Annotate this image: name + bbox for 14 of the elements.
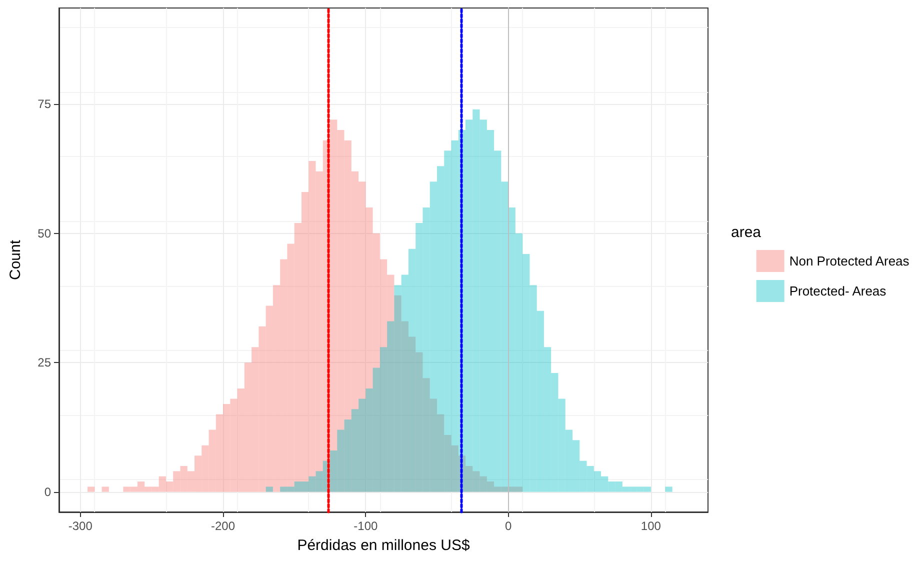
- x-tick-label: -200: [211, 519, 236, 533]
- legend-title: area: [731, 224, 762, 241]
- x-tick-label: -100: [354, 519, 378, 533]
- y-tick-label: 50: [38, 226, 52, 240]
- x-axis-title: Pérdidas en millones US$: [297, 537, 470, 554]
- x-tick-label: -300: [68, 519, 93, 533]
- x-tick-label: 0: [504, 519, 512, 533]
- legend-label: Non Protected Areas: [789, 254, 910, 268]
- y-tick-label: 75: [38, 97, 52, 112]
- y-axis-title: Count: [7, 239, 24, 280]
- y-tick-label: 0: [44, 484, 52, 499]
- x-tick-label: 100: [640, 519, 662, 533]
- y-tick-label: 25: [38, 356, 52, 370]
- legend-label: Protected- Areas: [789, 284, 887, 298]
